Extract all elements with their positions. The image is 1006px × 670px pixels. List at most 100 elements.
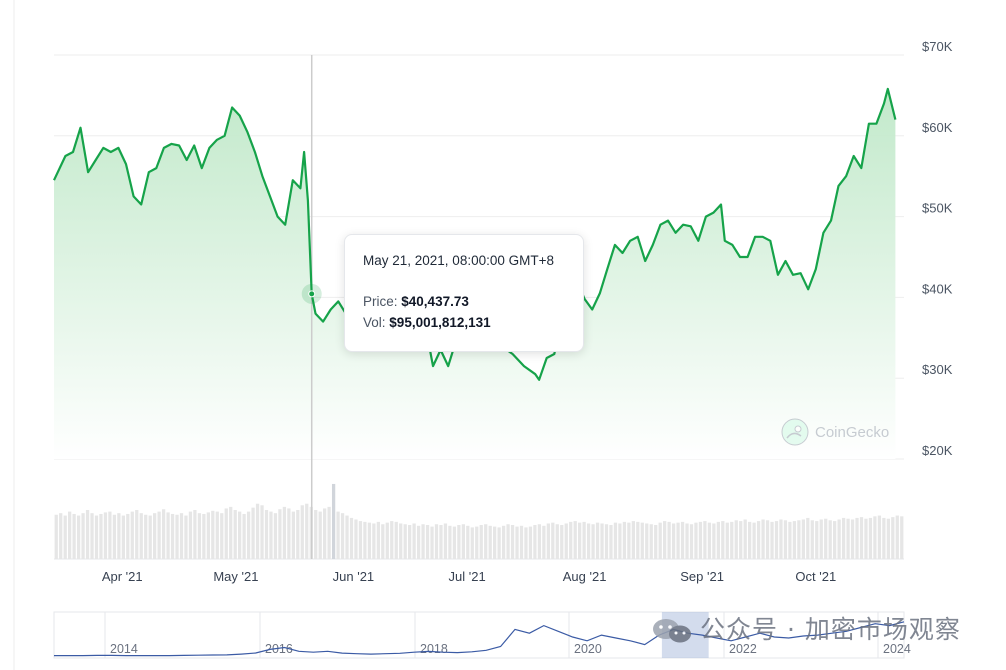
volume-bar [501, 525, 506, 559]
volume-bar [255, 503, 260, 559]
volume-bar [434, 524, 439, 559]
volume-bar [774, 521, 779, 559]
volume-bar [645, 523, 649, 559]
navigator-tick-label: 2018 [420, 642, 448, 656]
tooltip-price-value: $40,437.73 [401, 294, 469, 309]
volume-bar [68, 511, 72, 559]
volume-bar [188, 511, 193, 559]
volume-bar [542, 525, 546, 559]
volume-bar [560, 525, 564, 559]
volume-bar [390, 521, 394, 559]
volume-bar [515, 526, 519, 559]
volume-bar [810, 520, 814, 559]
volume-bar [112, 514, 117, 559]
volume-bar [157, 511, 161, 559]
volume-bar [233, 510, 237, 559]
volume-bar [877, 515, 882, 559]
volume-bar [524, 527, 528, 559]
volume-bar [546, 523, 550, 559]
volume-bar [783, 520, 788, 559]
volume-bar [421, 524, 425, 559]
volume-bar [685, 523, 689, 559]
volume-bar [564, 523, 568, 559]
volume-bar [63, 515, 67, 559]
volume-bar [99, 513, 103, 559]
volume-bar [412, 523, 416, 559]
volume-bar [349, 517, 354, 559]
y-tick-label: $20K [922, 443, 953, 458]
volume-bar [788, 521, 792, 559]
volume-bar [193, 510, 197, 559]
volume-bar [479, 525, 483, 559]
y-tick-label: $50K [922, 201, 953, 216]
volume-bar [841, 517, 846, 559]
volume-bar [694, 522, 698, 559]
volume-bar [291, 511, 295, 559]
y-axis: $70K $60K $50K $40K $30K $20K [922, 39, 953, 458]
volume-bar [618, 523, 622, 559]
volume-bar [336, 511, 340, 559]
volume-bar [130, 511, 134, 559]
volume-bar [376, 521, 380, 559]
volume-bar [59, 513, 63, 559]
volume-bar [676, 522, 680, 559]
volume-bar [211, 510, 215, 559]
volume-bar [680, 521, 685, 559]
volume-bar [206, 512, 210, 559]
volume-bar [882, 517, 886, 559]
volume-bar [358, 521, 363, 559]
volume-bar [246, 511, 251, 559]
volume-bar [528, 526, 533, 559]
volume-bar [251, 507, 255, 559]
volume-bar [698, 521, 703, 559]
watermark: 公众号 · 加密市场观察 [650, 610, 961, 646]
volume-bar [215, 511, 219, 559]
volume-bar [716, 521, 720, 559]
volume-bar [466, 525, 470, 559]
volume-bar [72, 513, 76, 559]
volume-bar [430, 526, 434, 559]
volume-bar [197, 513, 202, 559]
volume-bar [242, 513, 246, 559]
volume-bar [806, 517, 810, 559]
volume-bar [622, 521, 627, 559]
volume-bar [627, 522, 631, 559]
volume-bar [126, 513, 130, 559]
navigator-line [54, 621, 905, 657]
volume-bar [331, 483, 336, 559]
volume-bar [202, 513, 206, 559]
volume-bar [452, 526, 457, 559]
volume-bar [765, 520, 770, 559]
x-tick-label: Apr '21 [102, 569, 143, 584]
tooltip-date: May 21, 2021, 08:00:00 GMT+8 [363, 253, 554, 268]
volume-bar [573, 521, 577, 559]
volume-bar [220, 513, 224, 559]
volume-bar [372, 523, 376, 559]
volume-bar [792, 521, 797, 559]
volume-bar [305, 503, 309, 559]
volume-bar [457, 525, 461, 559]
volume-bar [367, 522, 372, 559]
volume-bar [873, 516, 877, 559]
volume-bar [654, 525, 658, 559]
volume-bar [81, 513, 85, 559]
volume-bar [488, 525, 492, 559]
gecko-icon [781, 418, 809, 446]
navigator-tick-label: 2024 [883, 642, 911, 656]
volume-bar [278, 509, 282, 559]
volume-bar [153, 513, 157, 559]
volume-bar [273, 513, 278, 559]
volume-bar [175, 514, 179, 559]
volume-bar [819, 519, 823, 559]
volume-bar [403, 524, 407, 559]
volume-bar [497, 527, 501, 559]
volume-bar [260, 505, 264, 559]
volume-bar [739, 521, 743, 559]
tooltip-volume-label: Vol: [363, 315, 386, 330]
volume-bar [707, 522, 712, 559]
volume-bar [103, 512, 108, 559]
x-tick-label: Jun '21 [333, 569, 375, 584]
tooltip-price-label: Price: [363, 294, 398, 309]
volume-bar [519, 525, 524, 559]
